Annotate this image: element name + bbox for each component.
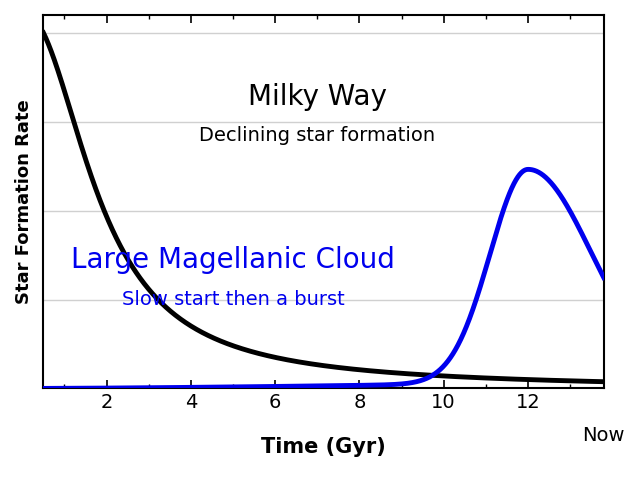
Text: Milky Way: Milky Way <box>248 83 387 111</box>
Y-axis label: Star Formation Rate: Star Formation Rate <box>15 99 33 304</box>
Text: Declining star formation: Declining star formation <box>199 126 435 146</box>
Text: Large Magellanic Cloud: Large Magellanic Cloud <box>71 246 395 275</box>
X-axis label: Time (Gyr): Time (Gyr) <box>261 437 386 458</box>
Text: Slow start then a burst: Slow start then a burst <box>122 290 344 309</box>
Text: Now: Now <box>582 426 625 445</box>
